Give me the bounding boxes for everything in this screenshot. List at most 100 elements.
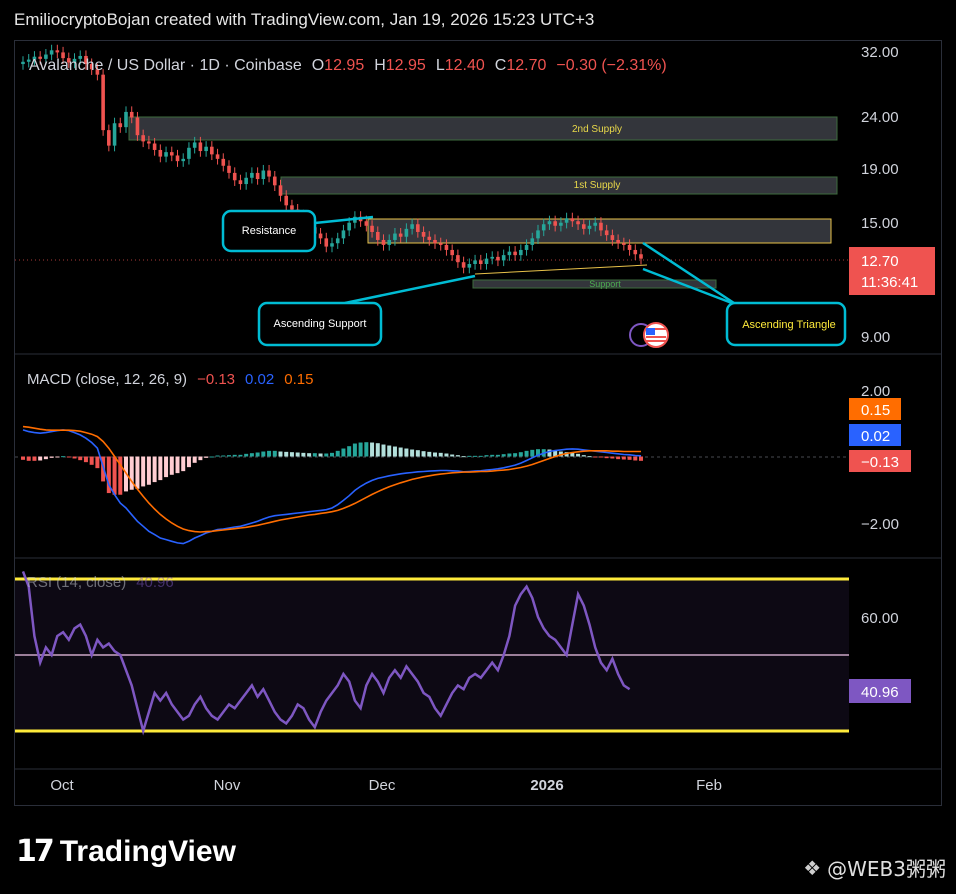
candle-body[interactable] — [38, 56, 42, 59]
candle-body[interactable] — [330, 243, 334, 247]
candle-body[interactable] — [164, 152, 168, 157]
candle-body[interactable] — [456, 255, 460, 263]
candle-body[interactable] — [347, 222, 351, 231]
candle-body[interactable] — [341, 230, 346, 239]
candle-body[interactable] — [158, 149, 163, 157]
candle-body[interactable] — [84, 55, 88, 65]
ascending-triangle-arrows[interactable] — [642, 241, 738, 307]
macd-histogram[interactable] — [21, 442, 643, 495]
candle-body[interactable] — [427, 236, 432, 240]
candle-body[interactable] — [581, 224, 586, 229]
chart-canvas[interactable]: 2nd Supply 1st Supply Support Resistance… — [15, 41, 941, 805]
candle-body[interactable] — [433, 239, 437, 244]
candle-body[interactable] — [118, 123, 123, 128]
candle-body[interactable] — [559, 222, 563, 226]
candle-body[interactable] — [101, 74, 105, 131]
candle-body[interactable] — [238, 180, 243, 185]
candle-body[interactable] — [519, 249, 523, 256]
candle-body[interactable] — [95, 69, 100, 75]
candle-body[interactable] — [107, 130, 111, 146]
macd-signal-line[interactable] — [22, 425, 641, 533]
candle-body[interactable] — [381, 239, 386, 245]
candle-body[interactable] — [21, 61, 25, 65]
candle-body[interactable] — [524, 244, 529, 250]
macd-line[interactable] — [22, 429, 642, 545]
candle-body[interactable] — [496, 256, 500, 261]
candle-body[interactable] — [375, 231, 380, 240]
resistance-callout[interactable] — [221, 209, 317, 253]
rsi-line[interactable] — [21, 570, 631, 736]
time-axis[interactable]: Oct Nov Dec 2026 Feb — [50, 777, 722, 794]
candle-body[interactable] — [284, 195, 289, 206]
candle-body[interactable] — [398, 233, 403, 237]
ascending-triangle-callout[interactable] — [725, 301, 847, 347]
candle-body[interactable] — [622, 243, 626, 245]
candle-body[interactable] — [364, 221, 369, 226]
macd-axis[interactable]: 2.00 −2.00 — [861, 383, 899, 533]
candle-body[interactable] — [26, 59, 31, 62]
candle-body[interactable] — [639, 254, 643, 259]
candle-body[interactable] — [335, 238, 340, 244]
candle-body[interactable] — [404, 228, 409, 237]
candle-body[interactable] — [169, 152, 174, 156]
candle-body[interactable] — [187, 147, 191, 159]
candle-body[interactable] — [570, 218, 575, 222]
resistance-arrow[interactable] — [314, 215, 374, 225]
ascending-support-arrow[interactable] — [344, 274, 476, 305]
rsi-tick[interactable]: 60.00 — [861, 610, 899, 627]
candle-body[interactable] — [393, 233, 397, 240]
candle-body[interactable] — [599, 222, 603, 231]
candle-body[interactable] — [250, 172, 254, 178]
candle-body[interactable] — [484, 258, 489, 264]
candle-body[interactable] — [370, 225, 374, 232]
candle-body[interactable] — [55, 50, 60, 53]
candle-body[interactable] — [478, 260, 483, 264]
zone-resistance-box[interactable] — [367, 218, 832, 244]
candle-body[interactable] — [72, 58, 77, 63]
candle-body[interactable] — [49, 50, 54, 55]
candle-body[interactable] — [44, 54, 48, 59]
candle-body[interactable] — [278, 185, 283, 196]
candle-body[interactable] — [227, 165, 231, 173]
zone-1st-supply[interactable] — [280, 176, 838, 195]
candle-body[interactable] — [627, 244, 632, 250]
candle-body[interactable] — [181, 158, 186, 162]
candle-body[interactable] — [89, 64, 94, 70]
candle-body[interactable] — [61, 52, 65, 59]
candle-body[interactable] — [616, 239, 620, 244]
candle-body[interactable] — [147, 141, 151, 144]
candle-body[interactable] — [272, 176, 277, 186]
candle-body[interactable] — [387, 239, 392, 245]
zone-support[interactable] — [472, 279, 717, 289]
candle-body[interactable] — [438, 243, 443, 245]
candle-body[interactable] — [444, 244, 449, 250]
candle-body[interactable] — [410, 224, 414, 229]
candle-body[interactable] — [78, 55, 83, 59]
candle-body[interactable] — [124, 111, 128, 128]
candle-body[interactable] — [175, 155, 180, 162]
candle-body[interactable] — [267, 170, 271, 177]
candle-body[interactable] — [467, 263, 472, 268]
candle-body[interactable] — [210, 146, 214, 155]
candle-body[interactable] — [232, 172, 237, 181]
candle-body[interactable] — [32, 56, 37, 60]
candle-body[interactable] — [421, 231, 426, 237]
candle-body[interactable] — [564, 218, 569, 223]
candle-body[interactable] — [553, 221, 557, 226]
candle-body[interactable] — [473, 260, 477, 264]
candle-body[interactable] — [530, 238, 535, 245]
candle-body[interactable] — [536, 230, 540, 239]
candle-body[interactable] — [152, 143, 157, 150]
candle-body[interactable] — [215, 154, 220, 159]
candle-body[interactable] — [135, 117, 140, 136]
candle-body[interactable] — [318, 233, 323, 239]
price-axis[interactable]: 32.00 24.00 19.00 15.00 9.00 — [861, 44, 899, 346]
candle-body[interactable] — [192, 142, 197, 148]
candle-body[interactable] — [129, 111, 134, 118]
triangle-ascending-line[interactable] — [474, 264, 648, 275]
zone-2nd-supply[interactable] — [128, 116, 838, 141]
candle-body[interactable] — [255, 172, 260, 180]
candle-body[interactable] — [450, 249, 454, 256]
candle-body[interactable] — [416, 224, 420, 232]
candle-body[interactable] — [112, 123, 117, 146]
